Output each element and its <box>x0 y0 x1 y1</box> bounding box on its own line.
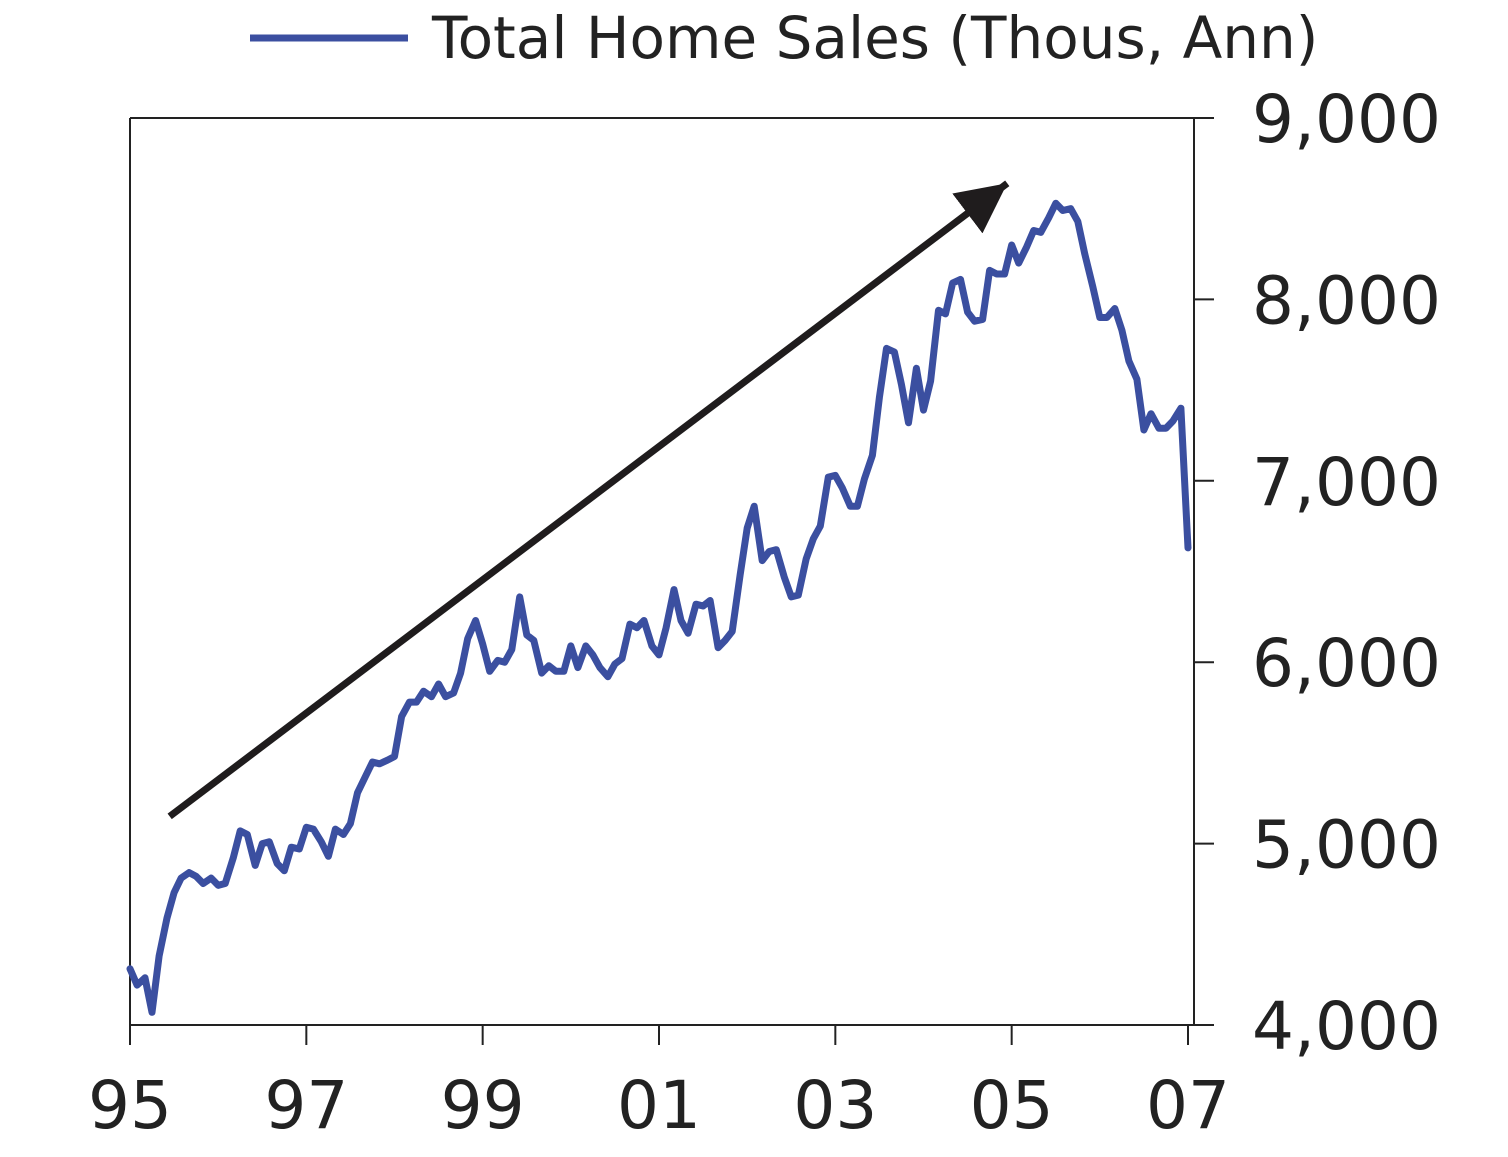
trend-arrow <box>167 180 1010 820</box>
y-tick-label: 6,000 <box>1252 625 1441 702</box>
x-tick-label: 95 <box>88 1067 172 1144</box>
x-tick-label: 05 <box>970 1067 1054 1144</box>
y-tick-label: 7,000 <box>1252 444 1441 521</box>
x-tick-label: 03 <box>793 1067 877 1144</box>
y-axis-ticks: 4,000 5,000 6,000 7,000 8,000 9,000 <box>1194 81 1441 1065</box>
x-tick-label: 99 <box>441 1067 525 1144</box>
x-axis-ticks: 95 97 99 01 03 05 07 <box>88 1025 1230 1144</box>
y-tick-label: 4,000 <box>1252 988 1441 1065</box>
series-line-total-home-sales <box>126 199 1192 1016</box>
plot-area <box>129 117 1195 1026</box>
y-tick-label: 8,000 <box>1252 262 1441 339</box>
legend-label: Total Home Sales (Thous, Ann) <box>431 4 1318 72</box>
y-tick-label: 9,000 <box>1252 81 1441 158</box>
x-tick-label: 07 <box>1146 1067 1230 1144</box>
x-tick-label: 97 <box>264 1067 348 1144</box>
y-tick-label: 5,000 <box>1252 807 1441 884</box>
x-tick-label: 01 <box>617 1067 701 1144</box>
legend: Total Home Sales (Thous, Ann) <box>250 4 1318 72</box>
